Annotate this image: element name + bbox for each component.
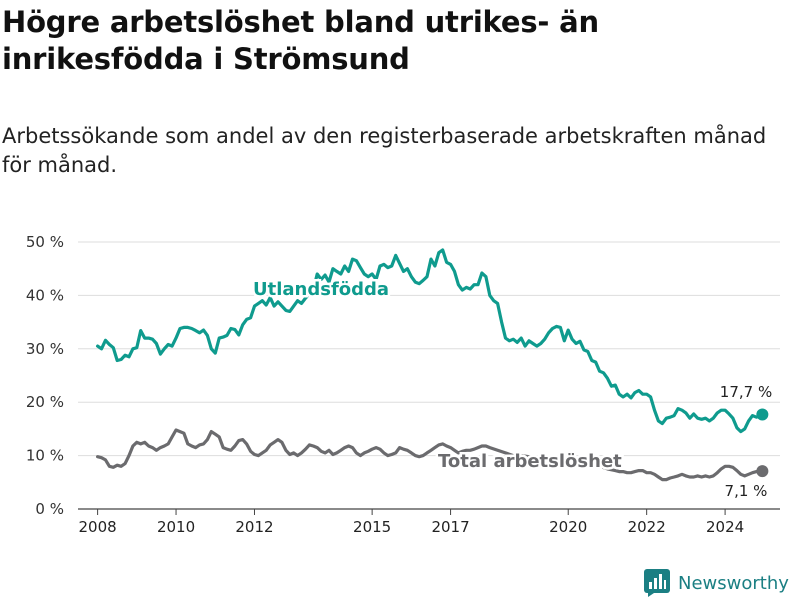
newsworthy-icon bbox=[644, 569, 670, 597]
brand-logo: Newsworthy bbox=[644, 566, 789, 600]
total-end-marker bbox=[756, 465, 768, 477]
line-chart: 0 % 10 % 20 % 30 % 40 % 50 % 2008 2010 2012 2015… bbox=[0, 0, 800, 600]
x-tick-label: 2017 bbox=[431, 518, 469, 536]
utlandsfodda-end-marker bbox=[756, 408, 768, 420]
x-tick-label: 2015 bbox=[353, 518, 391, 536]
utlandsfodda-label: Utlandsfödda bbox=[253, 279, 389, 300]
brand-name: Newsworthy bbox=[678, 573, 789, 594]
x-tick-label: 2010 bbox=[157, 518, 195, 536]
utlandsfodda-end-label: 17,7 % bbox=[720, 383, 772, 401]
x-tick-label: 2024 bbox=[706, 518, 744, 536]
x-tick-label: 2022 bbox=[628, 518, 666, 536]
x-tick-label: 2008 bbox=[79, 518, 117, 536]
x-tick-label: 2020 bbox=[549, 518, 587, 536]
y-tick-label: 30 % bbox=[26, 340, 64, 358]
total-end-label: 7,1 % bbox=[725, 482, 768, 500]
y-axis-ticks: 0 % 10 % 20 % 30 % 40 % 50 % bbox=[26, 233, 64, 518]
total-label: Total arbetslöshet bbox=[438, 451, 622, 472]
series-labels: Utlandsfödda Total arbetslöshet 17,7 % 7,1 … bbox=[253, 279, 772, 500]
total-line bbox=[98, 430, 763, 480]
x-tick-label: 2012 bbox=[235, 518, 273, 536]
y-tick-label: 10 % bbox=[26, 447, 64, 465]
y-tick-label: 20 % bbox=[26, 393, 64, 411]
y-tick-label: 40 % bbox=[26, 286, 64, 304]
y-tick-label: 0 % bbox=[35, 500, 64, 518]
utlandsfodda-line bbox=[98, 250, 763, 432]
y-tick-label: 50 % bbox=[26, 233, 64, 251]
x-axis: 2008 2010 2012 2015 2017 2020 2022 2024 bbox=[78, 509, 780, 536]
series-lines bbox=[98, 250, 769, 480]
